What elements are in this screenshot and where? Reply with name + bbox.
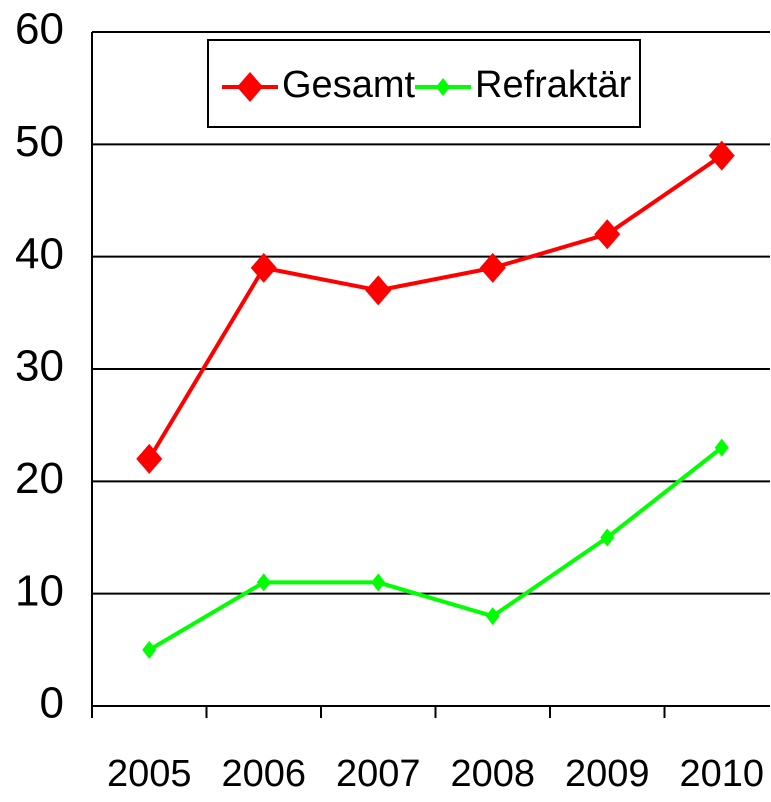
x-tick-label: 2007: [336, 753, 421, 795]
y-tick-label: 30: [15, 342, 64, 391]
legend-marker: [436, 78, 450, 96]
y-tick-label: 10: [15, 566, 64, 615]
y-tick-label: 60: [15, 5, 64, 54]
marker: [600, 528, 615, 547]
series-line: [147, 153, 723, 460]
legend-label: Refraktär: [475, 64, 632, 106]
marker: [142, 640, 157, 659]
series-line: [148, 446, 723, 652]
y-tick-label: 20: [15, 454, 64, 503]
marker: [594, 219, 621, 250]
marker: [365, 275, 392, 306]
marker: [136, 443, 163, 474]
y-tick-label: 0: [40, 679, 64, 728]
legend-marker: [237, 72, 263, 102]
marker: [256, 573, 271, 592]
x-tick-label: 2008: [450, 753, 535, 795]
marker: [371, 573, 386, 592]
legend-box: [207, 39, 641, 128]
y-tick-label: 40: [15, 229, 64, 278]
legend-label: Gesamt: [282, 64, 415, 106]
x-tick-label: 2010: [679, 753, 764, 795]
y-tick-label: 50: [15, 117, 64, 166]
x-tick-label: 2009: [565, 753, 650, 795]
marker: [250, 252, 277, 283]
marker: [479, 252, 506, 283]
marker: [714, 438, 729, 457]
x-tick-label: 2006: [221, 753, 306, 795]
x-tick-label: 2005: [107, 753, 192, 795]
marker: [485, 607, 500, 626]
marker: [708, 140, 735, 171]
